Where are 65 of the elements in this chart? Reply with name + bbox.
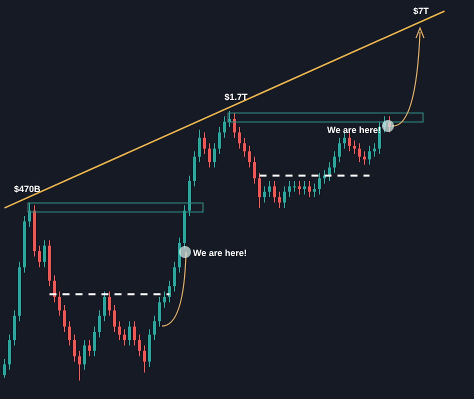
candlestick	[198, 129, 201, 163]
candlestick	[43, 240, 46, 268]
candlestick	[93, 326, 96, 357]
candlestick	[268, 180, 271, 198]
candlestick	[358, 142, 361, 163]
candlestick	[103, 291, 106, 322]
candlestick	[83, 340, 86, 370]
candlestick	[173, 261, 176, 292]
candlestick	[208, 142, 211, 168]
candlestick	[313, 183, 316, 198]
candlestick	[143, 344, 146, 373]
candlestick	[133, 320, 136, 346]
candlestick	[38, 245, 41, 268]
candlestick	[218, 126, 221, 155]
candlestick	[363, 150, 366, 166]
candlestick	[68, 320, 71, 346]
candlestick	[298, 180, 301, 195]
candlestick	[273, 180, 276, 204]
candlestick	[318, 172, 321, 195]
candlestick	[138, 334, 141, 357]
candlestick	[293, 180, 296, 192]
candlestick	[288, 180, 291, 198]
candlestick	[323, 170, 326, 184]
annotation: $470B	[14, 184, 42, 194]
candlestick	[258, 172, 261, 208]
candlestick	[58, 291, 61, 316]
candlestick	[163, 291, 166, 308]
candlestick	[213, 142, 216, 168]
candlestick	[368, 145, 371, 166]
candlestick	[253, 156, 256, 184]
candlestick	[333, 150, 336, 174]
candlestick	[28, 202, 31, 228]
candlestick	[373, 142, 376, 158]
candlestick	[73, 334, 76, 362]
annotation: We are here!	[193, 248, 247, 258]
candlestick	[3, 358, 6, 378]
candlestick	[108, 291, 111, 316]
candlestick	[243, 137, 246, 158]
candlestick	[238, 126, 241, 150]
candlestick	[223, 116, 226, 138]
candlestick	[308, 180, 311, 198]
candlestick	[78, 350, 81, 382]
candlestick	[283, 186, 286, 208]
text: $7T	[413, 6, 430, 16]
candlestick	[118, 320, 121, 341]
candlestick	[248, 145, 251, 168]
candlestick	[128, 320, 131, 346]
candlestick	[63, 304, 66, 332]
candlestick	[158, 296, 161, 328]
candlestick	[263, 186, 266, 204]
candlestick	[278, 191, 281, 208]
candlestick	[203, 132, 206, 155]
candlestick	[233, 113, 236, 138]
candlestick	[168, 280, 171, 303]
candlestick	[98, 310, 101, 338]
candlestick	[348, 132, 351, 152]
candlestick	[113, 304, 116, 332]
candlestick	[338, 137, 341, 163]
candlestick	[123, 328, 126, 346]
candlestick	[303, 180, 306, 195]
candlestick	[88, 340, 91, 357]
candlestick	[153, 315, 156, 341]
text: $1.7T	[224, 92, 248, 102]
candlestick	[353, 140, 356, 155]
candlestick	[343, 132, 346, 150]
